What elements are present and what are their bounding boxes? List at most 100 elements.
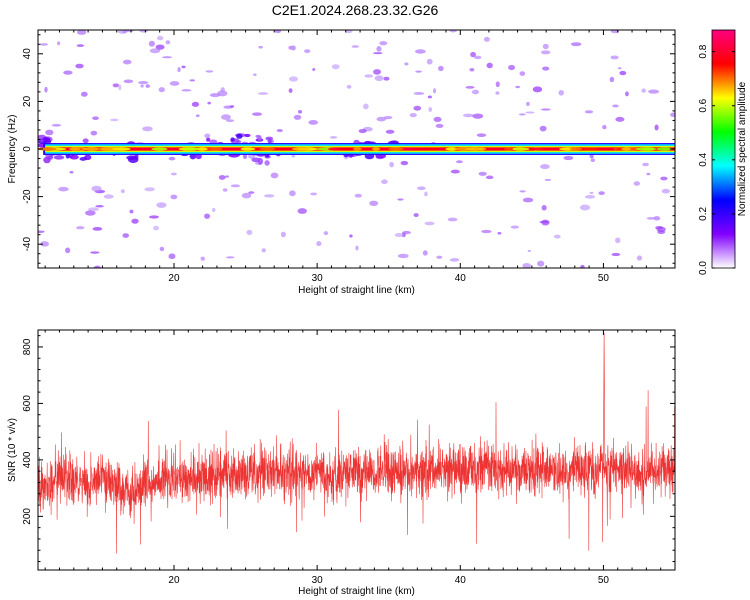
heatmap-speckle bbox=[417, 186, 426, 191]
bottom-y-tick-label: 600 bbox=[22, 395, 33, 412]
heatmap-speckle bbox=[563, 155, 574, 161]
heatmap-speckle bbox=[374, 75, 384, 82]
band-modulation bbox=[582, 147, 600, 151]
heatmap-speckle bbox=[346, 84, 352, 89]
top-y-tick-label: -20 bbox=[22, 189, 33, 204]
colorbar-tick-label: 0.2 bbox=[698, 207, 709, 221]
heatmap-speckle bbox=[648, 89, 660, 94]
heatmap-speckle bbox=[195, 114, 200, 118]
heatmap-speckle bbox=[93, 265, 101, 268]
heatmap-speckle bbox=[481, 229, 492, 234]
heatmap-speckle bbox=[625, 91, 629, 97]
top-y-tick-label: 40 bbox=[22, 48, 33, 60]
heatmap-speckle bbox=[660, 176, 668, 181]
heatmap-speckle bbox=[248, 153, 255, 159]
heatmap-speckle bbox=[75, 63, 84, 69]
band-modulation bbox=[445, 147, 459, 151]
heatmap-speckle bbox=[170, 194, 178, 200]
heatmap-speckle bbox=[91, 185, 102, 192]
heatmap-cluster bbox=[251, 157, 261, 163]
heatmap-speckle bbox=[449, 30, 458, 33]
heatmap-speckle bbox=[438, 65, 444, 72]
heatmap-speckle bbox=[641, 88, 646, 93]
heatmap-speckle bbox=[519, 71, 526, 76]
heatmap-speckle bbox=[331, 64, 340, 70]
heatmap-speckle bbox=[394, 232, 404, 238]
heatmap-speckle bbox=[123, 79, 134, 84]
heatmap-speckle bbox=[207, 101, 211, 105]
top-x-tick-label: 30 bbox=[312, 273, 324, 284]
heatmap-cluster bbox=[206, 137, 211, 142]
heatmap-speckle bbox=[424, 191, 428, 197]
heatmap-cluster bbox=[127, 156, 139, 163]
colorbar-tick-label: 0.6 bbox=[698, 98, 709, 112]
heatmap-speckle bbox=[646, 216, 656, 220]
heatmap-speckle bbox=[181, 65, 186, 69]
heatmap-speckle bbox=[598, 191, 605, 196]
heatmap-speckle bbox=[518, 113, 526, 116]
heatmap-speckle bbox=[435, 123, 444, 128]
heatmap-speckle bbox=[298, 109, 303, 114]
band-modulation bbox=[208, 147, 223, 151]
heatmap-speckle bbox=[540, 164, 550, 170]
band-modulation bbox=[223, 147, 242, 151]
heatmap-speckle bbox=[221, 114, 231, 120]
heatmap-speckle bbox=[661, 188, 671, 194]
heatmap-speckle bbox=[558, 89, 564, 96]
heatmap-speckle bbox=[497, 231, 502, 235]
band-modulation bbox=[340, 147, 355, 151]
bottom-y-tick-label: 800 bbox=[22, 338, 33, 355]
heatmap-speckle bbox=[432, 88, 437, 94]
band-modulation bbox=[371, 147, 381, 151]
heatmap-speckle bbox=[155, 44, 165, 50]
heatmap-speckle bbox=[225, 256, 235, 259]
heatmap-speckle bbox=[204, 213, 211, 219]
heatmap-speckle bbox=[77, 30, 87, 35]
heatmap-speckle bbox=[515, 85, 521, 89]
bottom-x-tick-label: 30 bbox=[312, 575, 324, 586]
heatmap-speckle bbox=[424, 221, 435, 226]
heatmap-speckle bbox=[372, 52, 383, 55]
heatmap-speckle bbox=[205, 70, 214, 73]
band-modulation bbox=[38, 147, 57, 151]
heatmap-speckle bbox=[58, 186, 69, 192]
heatmap-speckle bbox=[540, 108, 551, 111]
heatmap-speckle bbox=[495, 81, 500, 88]
heatmap-speckle bbox=[229, 105, 235, 108]
heatmap-speckle bbox=[358, 128, 367, 134]
band-modulation bbox=[84, 147, 100, 151]
heatmap-speckle bbox=[220, 87, 225, 93]
heatmap-speckle bbox=[615, 116, 625, 122]
heatmap-speckle bbox=[323, 231, 329, 236]
heatmap-speckle bbox=[351, 45, 360, 48]
heatmap-speckle bbox=[95, 204, 104, 208]
heatmap-speckle bbox=[270, 172, 279, 179]
heatmap-speckle bbox=[615, 237, 621, 244]
heatmap-speckle bbox=[646, 172, 651, 176]
heatmap-speckle bbox=[483, 36, 490, 42]
heatmap-speckle bbox=[589, 154, 594, 159]
heatmap-speckle bbox=[161, 56, 173, 59]
heatmap-speckle bbox=[252, 112, 263, 116]
colorbar-label: Normalized spectral amplitude bbox=[737, 81, 748, 216]
heatmap-speckle bbox=[288, 45, 293, 50]
heatmap-speckle bbox=[590, 158, 596, 163]
heatmap-speckle bbox=[51, 123, 62, 127]
heatmap-speckle bbox=[526, 101, 530, 107]
heatmap-speckle bbox=[258, 45, 263, 49]
heatmap-speckle bbox=[633, 181, 641, 186]
heatmap-speckle bbox=[310, 192, 318, 196]
band-modulation bbox=[388, 147, 402, 151]
band-modulation bbox=[239, 147, 256, 151]
heatmap-speckle bbox=[189, 79, 196, 82]
heatmap-cluster bbox=[69, 154, 79, 160]
heatmap-cluster bbox=[53, 155, 65, 160]
heatmap-speckle bbox=[148, 40, 155, 47]
heatmap-speckle bbox=[415, 70, 422, 73]
band-modulation bbox=[635, 147, 655, 151]
band-modulation bbox=[530, 147, 550, 151]
heatmap-speckle bbox=[38, 230, 45, 233]
heatmap-speckle bbox=[140, 84, 144, 88]
heatmap-speckle bbox=[90, 251, 100, 254]
